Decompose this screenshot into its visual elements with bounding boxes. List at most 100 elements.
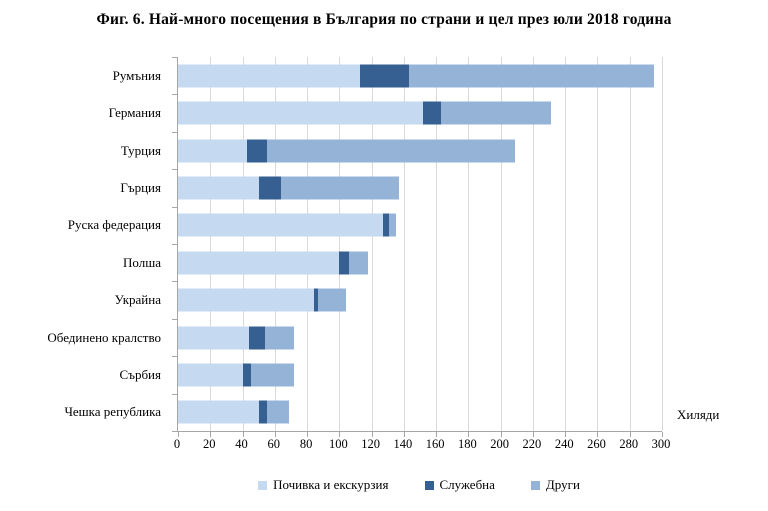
x-axis-tick: [307, 432, 309, 437]
bar-row: [178, 281, 662, 318]
x-tick-label: 80: [299, 437, 313, 451]
x-tick-label: 40: [235, 437, 248, 451]
stacked-bar: [178, 213, 662, 237]
y-axis-tick: [172, 244, 177, 245]
bar-segment: [318, 288, 346, 312]
legend-label: Почивка и екскурзия: [273, 477, 389, 492]
y-axis-tick: [172, 281, 177, 283]
legend-item: Други: [530, 477, 580, 493]
gridline: [500, 57, 502, 431]
stacked-bar: [178, 101, 662, 125]
stacked-bar: [178, 139, 662, 163]
axis-unit-label: Хиляди: [677, 407, 720, 422]
x-tick-label: 20: [203, 437, 216, 451]
bar-segment: [258, 176, 282, 200]
x-tick-label: 140: [393, 437, 413, 451]
bar-segment: [339, 251, 349, 275]
bar-row: [178, 319, 662, 356]
stacked-bar: [178, 176, 662, 200]
x-tick-label: 180: [458, 437, 477, 451]
y-axis-tick: [172, 94, 177, 96]
gridline: [436, 57, 438, 431]
x-axis-tick: [274, 432, 276, 437]
bar-segment: [178, 363, 243, 387]
x-tick-label: 60: [267, 437, 281, 451]
y-axis-label: Чешка република: [64, 404, 161, 420]
bar-row: [178, 132, 662, 169]
gridline: [371, 57, 373, 431]
x-axis-tick: [662, 432, 663, 437]
x-axis-tick: [500, 432, 502, 437]
legend-swatch: [530, 480, 540, 490]
y-axis-tick: [172, 206, 177, 208]
gridline: [242, 57, 244, 431]
bar-segment: [258, 400, 267, 424]
y-axis-label: Украйна: [114, 292, 161, 308]
x-tick-label: 0: [173, 437, 181, 451]
gridline: [403, 57, 405, 431]
stacked-bar: [178, 363, 662, 387]
bar-segment: [178, 400, 259, 424]
plot-area: [172, 57, 663, 437]
bar-segment: [440, 101, 551, 125]
x-tick-label: 200: [490, 437, 510, 451]
y-axis-label: Румъния: [112, 67, 161, 83]
y-axis-labels: Румъния Германия Турция Гърция Руска федерац…: [0, 57, 169, 431]
y-axis-label: Гърция: [120, 179, 161, 195]
bar-segment: [248, 326, 266, 350]
y-axis-label: Сърбия: [119, 366, 161, 382]
bar-row: [178, 94, 662, 131]
bar-segment: [178, 176, 259, 200]
bar-segment: [265, 326, 295, 350]
gridline: [565, 57, 567, 431]
x-tick-label: 260: [587, 437, 606, 451]
bar-segment: [242, 363, 251, 387]
bar-segment: [178, 213, 383, 237]
bar-segment: [178, 251, 340, 275]
bar-row: [178, 356, 662, 393]
gridline: [662, 57, 663, 431]
bar-segment: [349, 251, 369, 275]
bar-segment: [360, 64, 409, 88]
x-axis-tick: [210, 432, 212, 437]
x-tick-label: 220: [522, 437, 542, 451]
bar-segment: [408, 64, 654, 88]
legend-label: Други: [545, 477, 580, 492]
y-axis-label: Полша: [123, 254, 161, 270]
x-axis-tick: [371, 432, 373, 437]
x-tick-label: 300: [651, 437, 671, 451]
bar-row: [178, 244, 662, 281]
bar-segment: [266, 400, 290, 424]
x-axis-tick: [468, 432, 470, 437]
y-axis-label: Турция: [120, 142, 161, 158]
x-axis-tick: [629, 432, 631, 437]
bar-segment: [178, 64, 361, 88]
gridline: [339, 57, 341, 431]
stacked-bar: [178, 251, 662, 275]
x-axis-tick: [403, 432, 405, 437]
y-axis-tick: [172, 131, 177, 133]
x-axis-tick: [565, 432, 567, 437]
gridline: [532, 57, 534, 431]
y-axis-tick: [172, 356, 177, 358]
legend-swatch: [424, 480, 434, 490]
x-axis-tick: [339, 432, 341, 437]
x-tick-label: 240: [554, 437, 574, 451]
x-axis-tick-labels: 0 20 40 60 80 100 120 140 160 180 200 220 240 260 280 3…: [173, 437, 671, 453]
gridline: [274, 57, 276, 431]
stacked-bar: [178, 64, 662, 88]
x-axis-tick: [597, 432, 599, 437]
legend-item: Служебна: [424, 477, 495, 493]
bar-segment: [313, 288, 319, 312]
x-tick-label: 160: [425, 437, 445, 451]
bar-segment: [178, 288, 314, 312]
bar-segment: [250, 363, 295, 387]
y-axis-tick: [172, 431, 177, 432]
x-tick-label: 120: [361, 437, 380, 451]
stacked-bar: [178, 326, 662, 350]
x-tick-label: 280: [619, 437, 639, 451]
gridline: [629, 57, 631, 431]
bar-segment: [266, 139, 516, 163]
x-axis-tick: [178, 432, 179, 437]
